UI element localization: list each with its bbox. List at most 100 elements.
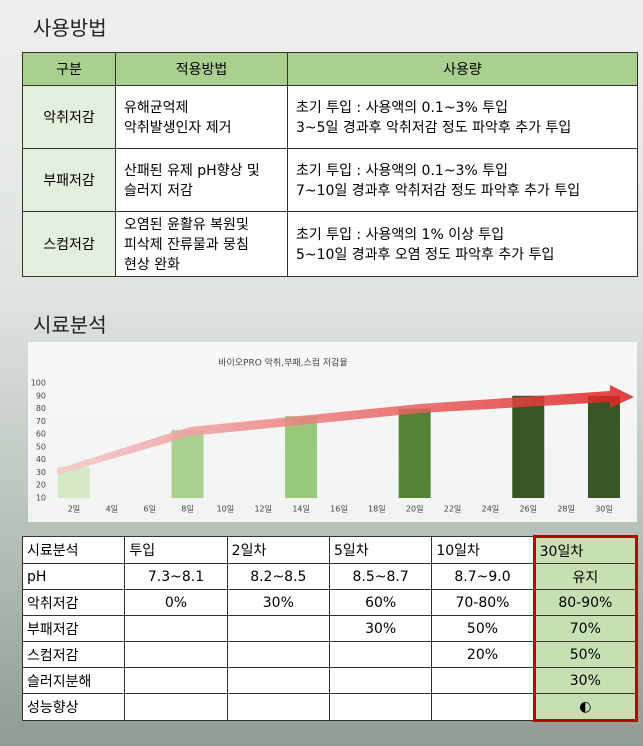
cell-line: 5~10일 경과후 오염 정도 파악후 추가 투입: [296, 247, 555, 263]
x-tick-label: 30일: [595, 505, 613, 514]
cell: 30%: [226, 589, 330, 616]
x-tick-label: 4일: [106, 505, 118, 514]
analysis-table: 시료분석 투입 2일차 5일차 10일차 30일차 pH 7.3~8.1 8.2~8.5 8.5~…: [21, 535, 639, 722]
x-tick-label: 6일: [143, 505, 155, 514]
cell: 70%: [532, 615, 639, 642]
cell-line: 초기 투입 : 사용액의 1% 이상 투입: [296, 227, 505, 243]
x-tick-label: 10일: [217, 505, 235, 514]
row-name: 스컴저감: [22, 211, 116, 277]
amount-cell: 초기 투입 : 사용액의 0.1~3% 투입 7~10일 경과후 악취저감 정도 …: [287, 148, 638, 212]
header-cell: 사용량: [287, 52, 638, 86]
cell: [226, 667, 330, 694]
cell-line: 7~10일 경과후 악취저감 정도 파악후 추가 투입: [296, 183, 581, 199]
header-cell: 5일차: [328, 536, 433, 564]
cell: 성능향상: [21, 693, 126, 721]
usage-table: 구분 적용방법 사용량 악취저감 유해균억제 악취발생인자 제거 초기 투입 : 사용액의 …: [22, 52, 638, 277]
row: 슬러지분해 30%: [21, 667, 639, 694]
y-tick-label: 30: [36, 468, 46, 477]
y-tick-label: 80: [36, 404, 46, 413]
header-cell: 투입: [124, 536, 228, 564]
row: 부패저감 30% 50% 70%: [21, 615, 639, 642]
cell: [124, 693, 228, 721]
cell: 70-80%: [431, 589, 535, 616]
x-tick-label: 18일: [368, 505, 386, 514]
cell: [124, 641, 228, 668]
cell: [226, 615, 330, 642]
cell: [328, 667, 433, 694]
header-cell: 구분: [22, 52, 116, 86]
cell: 스컴저감: [21, 641, 126, 668]
cell: 8.5~8.7: [328, 563, 433, 590]
header-cell: 시료분석: [21, 536, 126, 564]
x-tick-label: 12일: [254, 505, 272, 514]
row-name: 부패저감: [22, 148, 116, 212]
header-cell: 2일차: [226, 536, 330, 564]
y-tick-label: 60: [36, 430, 46, 439]
cell: 슬러지분해: [21, 667, 126, 694]
bar: [171, 430, 204, 498]
y-tick-label: 20: [36, 481, 46, 490]
trend-arrow: [57, 385, 634, 475]
cell-line: 현상 완화: [124, 257, 180, 273]
cell-line: 초기 투입 : 사용액의 0.1~3% 투입: [296, 163, 508, 179]
section-title: 사용방법: [33, 16, 107, 40]
cell: 0%: [124, 589, 228, 616]
chart-background: [28, 342, 637, 522]
cell: 부패저감: [21, 615, 126, 642]
cell: pH: [21, 563, 126, 590]
bar: [398, 408, 431, 498]
cell-line: 악취발생인자 제거: [124, 120, 232, 136]
cell: [328, 693, 433, 721]
x-tick-label: 14일: [292, 505, 310, 514]
x-tick-label: 28일: [557, 505, 575, 514]
method-cell: 산패된 유제 pH향상 및 슬러지 저감: [115, 148, 288, 212]
cell: [226, 641, 330, 668]
cell: 50%: [431, 615, 535, 642]
chart-title: 바이오PRO 악취,부패,스컴 저감율: [218, 357, 348, 369]
x-tick-label: 22일: [444, 505, 462, 514]
cell: 80-90%: [532, 589, 639, 616]
cell-line: 유해균억제: [124, 100, 189, 116]
header-cell: 10일차: [431, 536, 535, 564]
cell: 30%: [532, 667, 639, 694]
header-cell: 30일차: [532, 535, 639, 564]
bar: [587, 395, 620, 498]
cell: 8.7~9.0: [431, 563, 535, 590]
row: 스컴저감 20% 50%: [21, 641, 639, 668]
cell: [431, 693, 535, 721]
cell-line: 3~5일 경과후 악취저감 정도 파악후 추가 투입: [296, 120, 572, 136]
cell: 8.2~8.5: [226, 563, 330, 590]
amount-cell: 초기 투입 : 사용액의 0.1~3% 투입 3~5일 경과후 악취저감 정도 파…: [287, 85, 638, 149]
row: 악취저감 0% 30% 60% 70-80% 80-90%: [21, 589, 639, 616]
row: 성능향상 ◐: [21, 693, 639, 722]
bar: [512, 395, 545, 498]
row: 부패저감 산패된 유제 pH향상 및 슬러지 저감 초기 투입 : 사용액의 0.1~…: [22, 148, 638, 212]
x-tick-label: 20일: [406, 505, 424, 514]
cell: [328, 641, 433, 668]
cell: [124, 615, 228, 642]
x-tick-label: 24일: [482, 505, 500, 514]
cell: 7.3~8.1: [124, 563, 228, 590]
cell-line: 피삭제 잔류물과 뭉침: [124, 237, 249, 253]
x-tick-label: 16일: [330, 505, 348, 514]
row-name: 악취저감: [22, 85, 116, 149]
x-tick-label: 8일: [181, 505, 193, 514]
y-tick-label: 90: [36, 391, 46, 400]
header-row: 시료분석 투입 2일차 5일차 10일차 30일차: [21, 535, 639, 564]
cell: 악취저감: [21, 589, 126, 616]
cell-line: 오염된 윤활유 복원및: [124, 217, 249, 233]
row: 악취저감 유해균억제 악취발생인자 제거 초기 투입 : 사용액의 0.1~3% 투입…: [22, 85, 638, 149]
cell: [431, 667, 535, 694]
y-tick-label: 70: [36, 417, 46, 426]
cell: 50%: [532, 641, 639, 668]
bar: [285, 416, 318, 498]
y-tick-label: 10: [36, 494, 46, 503]
y-tick-label: 100: [31, 379, 46, 388]
x-tick-label: 26일: [519, 505, 537, 514]
section-title: 시료분석: [33, 313, 107, 337]
header-row: 구분 적용방법 사용량: [22, 52, 638, 86]
